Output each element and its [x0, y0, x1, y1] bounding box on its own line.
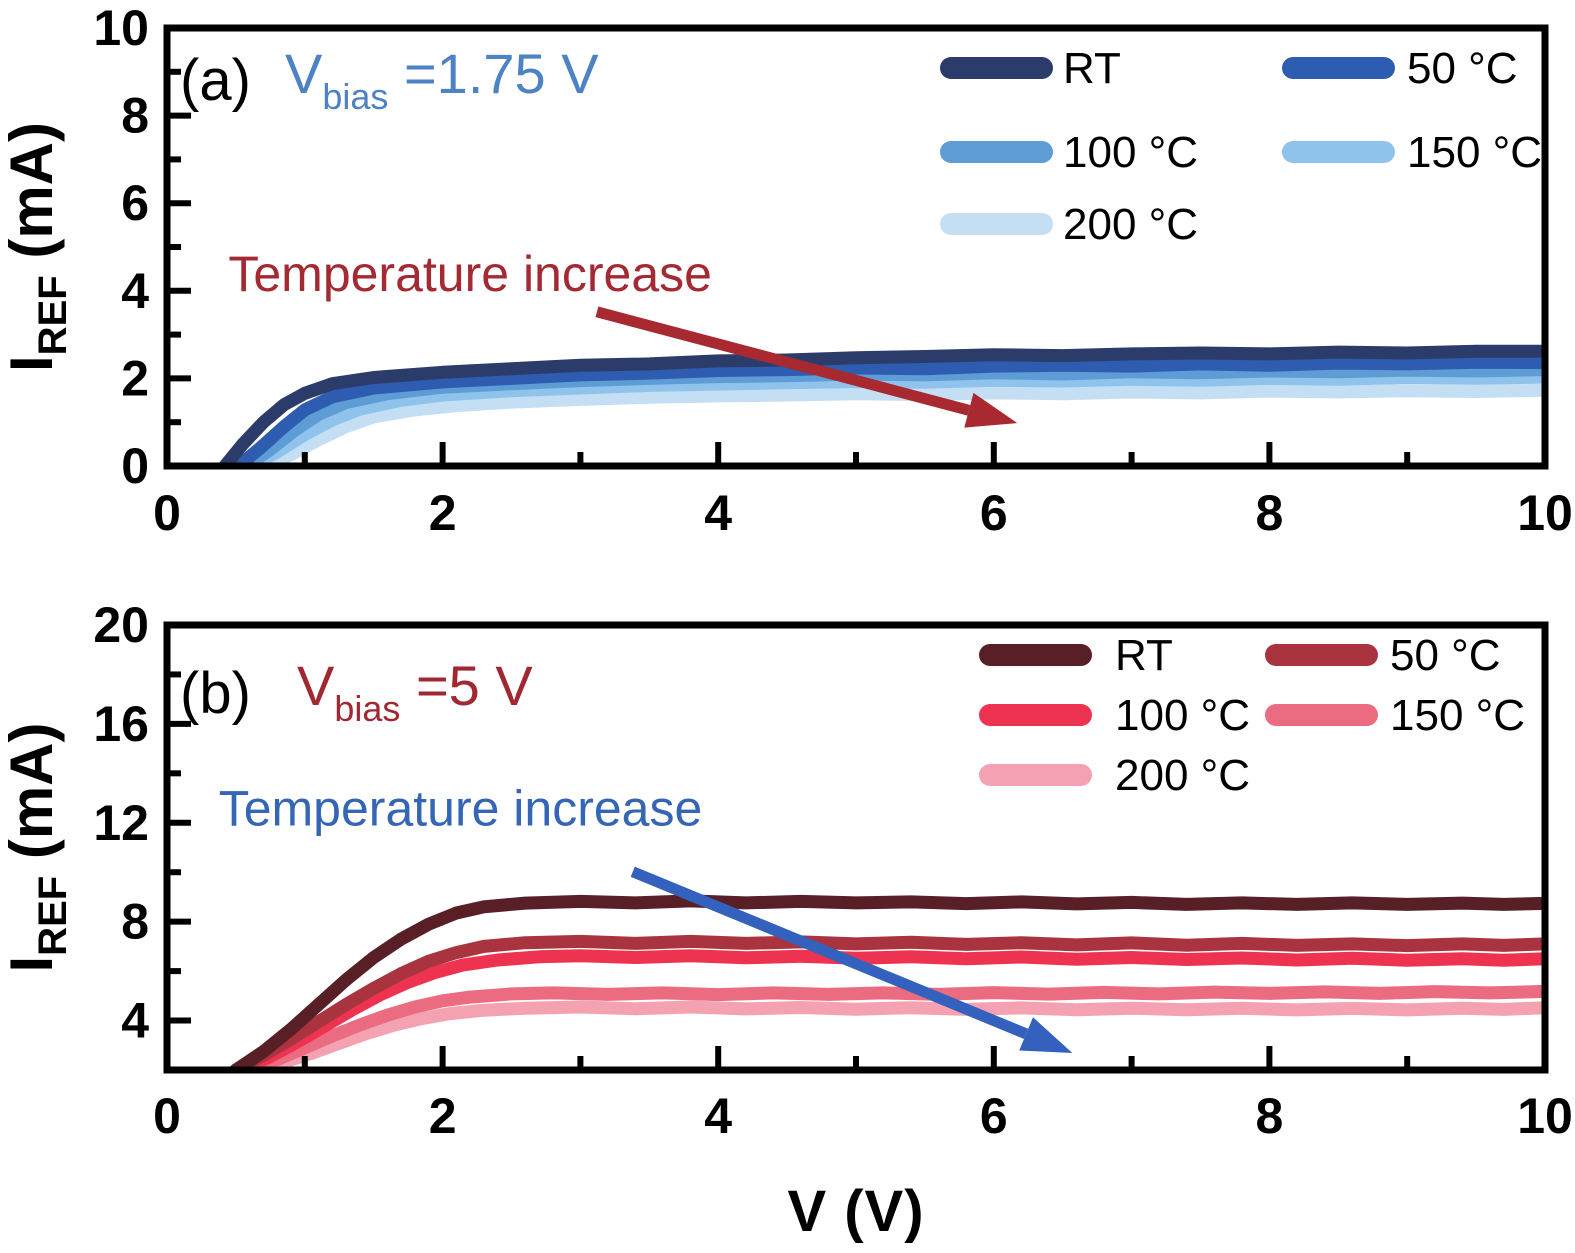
panel-b-legend-label-50c: 50 °C [1390, 631, 1501, 680]
panel-a: 0 2 4 6 8 10 0 2 4 6 8 10 IREF (mA) (a) Vbias =1.75 V R… [0, 0, 1573, 541]
panel-b: 0 2 4 6 8 10 4 8 12 16 20 IREF (mA) (b) Vbias =5 V RT 5… [0, 597, 1573, 1144]
panel-b-annotation-arrow-shaft [630, 866, 1029, 1039]
panel-b-legend-label-200c: 200 °C [1115, 751, 1250, 800]
panel-a-series-50c-line [232, 355, 1545, 466]
panel-a-x-tick-label: 0 [153, 485, 181, 541]
panel-a-x-tick-label: 4 [704, 485, 732, 541]
panel-b-legend-label-150c: 150 °C [1390, 691, 1525, 740]
panel-a-bias-sub: bias [322, 76, 388, 117]
panel-a-y-tick-label: 10 [93, 0, 149, 56]
panel-a-legend-label-50c: 50 °C [1407, 44, 1518, 93]
x-axis-title: V (V) [787, 1179, 925, 1244]
panel-a-y-title-rest: (mA) [0, 122, 65, 275]
panel-b-series-50c-line [229, 934, 1545, 1070]
panel-a-bias-label: Vbias =1.75 V [285, 42, 599, 117]
panel-a-legend-label-100c: 100 °C [1063, 128, 1198, 177]
panel-a-series-rt-line [218, 344, 1545, 466]
panel-a-curves [218, 344, 1545, 466]
panel-a-y-tick-label: 4 [121, 263, 149, 319]
panel-a-x-tick-label: 6 [980, 485, 1008, 541]
panel-b-series-100c-line [236, 949, 1545, 1070]
panel-b-bias-rest: =5 V [400, 654, 533, 717]
panel-a-y-tick-label: 8 [121, 88, 149, 144]
panel-a-y-tick-label: 2 [121, 350, 149, 406]
panel-a-x-tick-label: 2 [429, 485, 457, 541]
panel-a-series-200c-line [259, 383, 1545, 466]
panel-b-legend-label-100c: 100 °C [1115, 691, 1250, 740]
panel-b-curves [229, 894, 1545, 1070]
panel-b-legend-label-rt: RT [1115, 631, 1173, 680]
panel-a-letter: (a) [180, 48, 251, 113]
panel-a-legend-label-rt: RT [1063, 44, 1121, 93]
panel-a-y-tick-label: 0 [121, 438, 149, 494]
panel-a-y-tick-label: 6 [121, 175, 149, 231]
panel-b-annotation-arrow-head [1019, 1017, 1073, 1053]
panel-a-bias-base: V [285, 42, 323, 105]
panel-a-series-150c-line [245, 370, 1545, 466]
panel-b-bias-sub: bias [334, 688, 400, 729]
panel-a-legend-label-150c: 150 °C [1407, 128, 1542, 177]
panel-b-series-200c-line [250, 1000, 1545, 1070]
panel-a-legend-label-200c: 200 °C [1063, 200, 1198, 249]
panel-b-y-tick-label: 8 [121, 894, 149, 950]
panel-b-y-tick-label: 12 [93, 795, 149, 851]
panel-b-x-tick-label: 4 [704, 1088, 732, 1144]
panel-a-y-title-base: I [0, 355, 65, 372]
panel-b-y-axis-title: IREF (mA) [0, 723, 75, 973]
panel-a-bias-rest: =1.75 V [388, 42, 599, 105]
panel-b-annotation-text: Temperature increase [219, 780, 703, 836]
panel-a-annotation-text: Temperature increase [228, 246, 712, 302]
panel-b-y-tick-label: 16 [93, 696, 149, 752]
panel-b-y-title-rest: (mA) [0, 723, 65, 876]
panel-b-x-tick-label: 8 [1255, 1088, 1283, 1144]
panel-a-y-axis-title: IREF (mA) [0, 122, 75, 372]
panel-a-annotation-arrow-head [964, 392, 1018, 428]
panel-b-bias-label: Vbias =5 V [297, 654, 533, 729]
panel-b-x-tick-label: 0 [153, 1088, 181, 1144]
panel-a-x-tick-label: 8 [1255, 485, 1283, 541]
panel-b-x-tick-label: 2 [429, 1088, 457, 1144]
panel-b-y-tick-label: 20 [93, 597, 149, 653]
panel-b-bias-base: V [297, 654, 335, 717]
panel-b-series-rt-line [229, 894, 1545, 1070]
panel-b-letter: (b) [180, 661, 251, 726]
panel-b-y-title-base: I [0, 956, 65, 973]
panel-a-annotation-arrow-shaft [595, 306, 971, 416]
panel-a-y-title-sub: REF [31, 275, 75, 355]
panel-b-y-tick-label: 4 [121, 993, 149, 1049]
panel-b-x-tick-label: 10 [1517, 1088, 1573, 1144]
panel-b-series-150c-line [243, 984, 1545, 1070]
panel-a-x-tick-label: 10 [1517, 485, 1573, 541]
panel-b-y-title-sub: REF [31, 876, 75, 956]
panel-b-x-tick-label: 6 [980, 1088, 1008, 1144]
